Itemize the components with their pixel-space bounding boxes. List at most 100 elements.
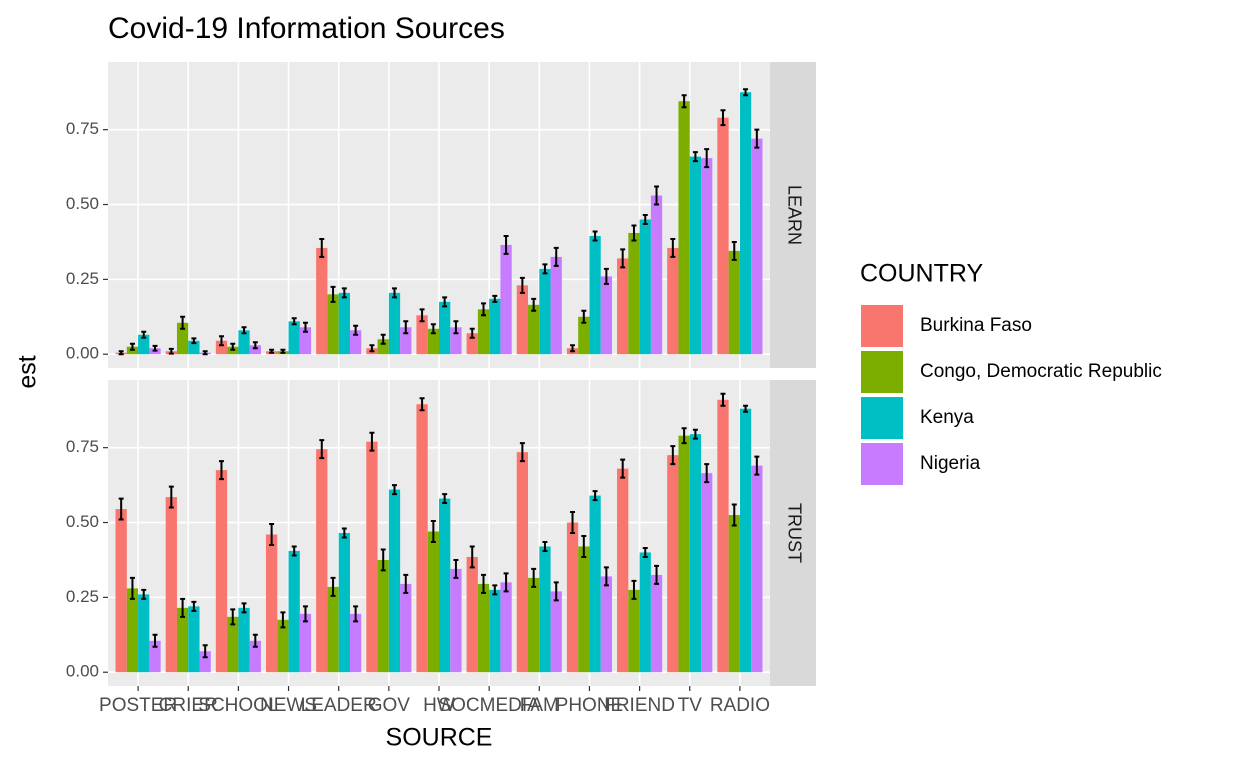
bar <box>639 219 651 355</box>
x-tick-label: POSTER <box>99 695 177 716</box>
x-tick-label: HW <box>423 695 455 716</box>
bar <box>188 606 200 673</box>
error-bar <box>631 579 637 600</box>
error-bar <box>341 287 347 299</box>
bar <box>227 616 239 673</box>
y-tick-label: 0.75 <box>66 119 99 138</box>
bar <box>489 298 501 355</box>
bar <box>277 619 289 673</box>
bar <box>667 247 679 355</box>
error-bar <box>704 148 710 169</box>
bar <box>265 534 278 673</box>
bar <box>165 497 177 673</box>
error-bar <box>681 427 687 445</box>
error-bar <box>291 545 297 557</box>
error-bar <box>581 309 587 324</box>
legend-key <box>859 303 905 349</box>
error-bar <box>492 294 498 303</box>
bar <box>215 470 228 673</box>
error-bar <box>654 185 660 206</box>
bar <box>377 339 389 355</box>
legend-title: COUNTRY <box>860 260 983 288</box>
x-axis-title: SOURCE <box>386 724 493 752</box>
bar <box>489 589 501 673</box>
bar <box>701 158 713 355</box>
error-bar <box>592 230 598 242</box>
error-bar <box>720 392 726 407</box>
bar <box>126 588 139 673</box>
error-bar <box>369 344 375 353</box>
bar <box>366 441 378 673</box>
bar <box>249 345 261 355</box>
error-bar <box>152 344 158 352</box>
chart-title: Covid-19 Information Sources <box>108 12 505 45</box>
bar <box>628 589 640 673</box>
error-bar <box>519 276 525 294</box>
bar <box>115 509 127 673</box>
facet-strip <box>770 62 816 368</box>
bar <box>349 330 362 355</box>
error-bar <box>531 567 537 588</box>
error-bar <box>403 320 409 335</box>
error-bar <box>353 324 359 336</box>
error-bar <box>191 337 197 345</box>
x-tick-label: RADIO <box>710 695 770 716</box>
bar <box>400 583 412 673</box>
bar <box>427 531 439 673</box>
bar <box>500 244 512 355</box>
error-bar <box>603 566 609 587</box>
error-bar <box>319 237 325 258</box>
bar <box>516 285 529 355</box>
error-bar <box>731 240 737 261</box>
error-bar <box>592 490 598 502</box>
bar <box>689 156 702 355</box>
error-bar <box>442 493 448 505</box>
error-bar <box>218 460 224 481</box>
bar <box>600 576 613 673</box>
error-bar <box>141 588 147 600</box>
error-bar <box>681 94 687 109</box>
error-bar <box>603 267 609 285</box>
bar <box>589 495 601 673</box>
bar <box>751 138 763 355</box>
error-bar <box>302 605 308 623</box>
error-bar <box>291 317 297 326</box>
y-tick-label: 0.00 <box>66 662 99 681</box>
x-tick-label: PHONE <box>556 695 624 716</box>
bar <box>288 321 300 355</box>
error-bar <box>570 511 576 534</box>
y-tick-label: 0.25 <box>66 587 99 606</box>
error-bar <box>631 224 637 242</box>
error-bar <box>620 458 626 479</box>
error-bar <box>692 428 698 440</box>
error-bar <box>202 644 208 659</box>
error-bar <box>503 572 509 593</box>
bar <box>739 408 752 673</box>
y-axis-title: est <box>14 355 42 388</box>
error-bar <box>620 248 626 269</box>
bar <box>388 292 401 355</box>
bar <box>388 489 401 673</box>
error-bar <box>553 581 559 602</box>
error-bar <box>269 348 275 354</box>
bar <box>500 582 512 673</box>
error-bar <box>230 342 236 351</box>
error-bar <box>280 611 286 629</box>
legend-label: Kenya <box>920 407 974 428</box>
bar <box>176 607 189 673</box>
error-bar <box>302 321 308 333</box>
error-bar <box>269 523 275 546</box>
error-bar <box>553 246 559 267</box>
x-tick-label: FAM <box>520 695 559 716</box>
x-tick-label: NEWS <box>260 695 317 716</box>
bar <box>338 533 350 673</box>
error-bar <box>230 608 236 626</box>
bar <box>600 276 613 355</box>
bar <box>639 552 651 673</box>
bar <box>578 546 590 673</box>
error-bar <box>469 545 475 569</box>
bar <box>439 301 451 355</box>
bar <box>439 498 451 673</box>
x-tick-label: SCHOOL <box>198 695 278 716</box>
error-bar <box>118 350 124 356</box>
